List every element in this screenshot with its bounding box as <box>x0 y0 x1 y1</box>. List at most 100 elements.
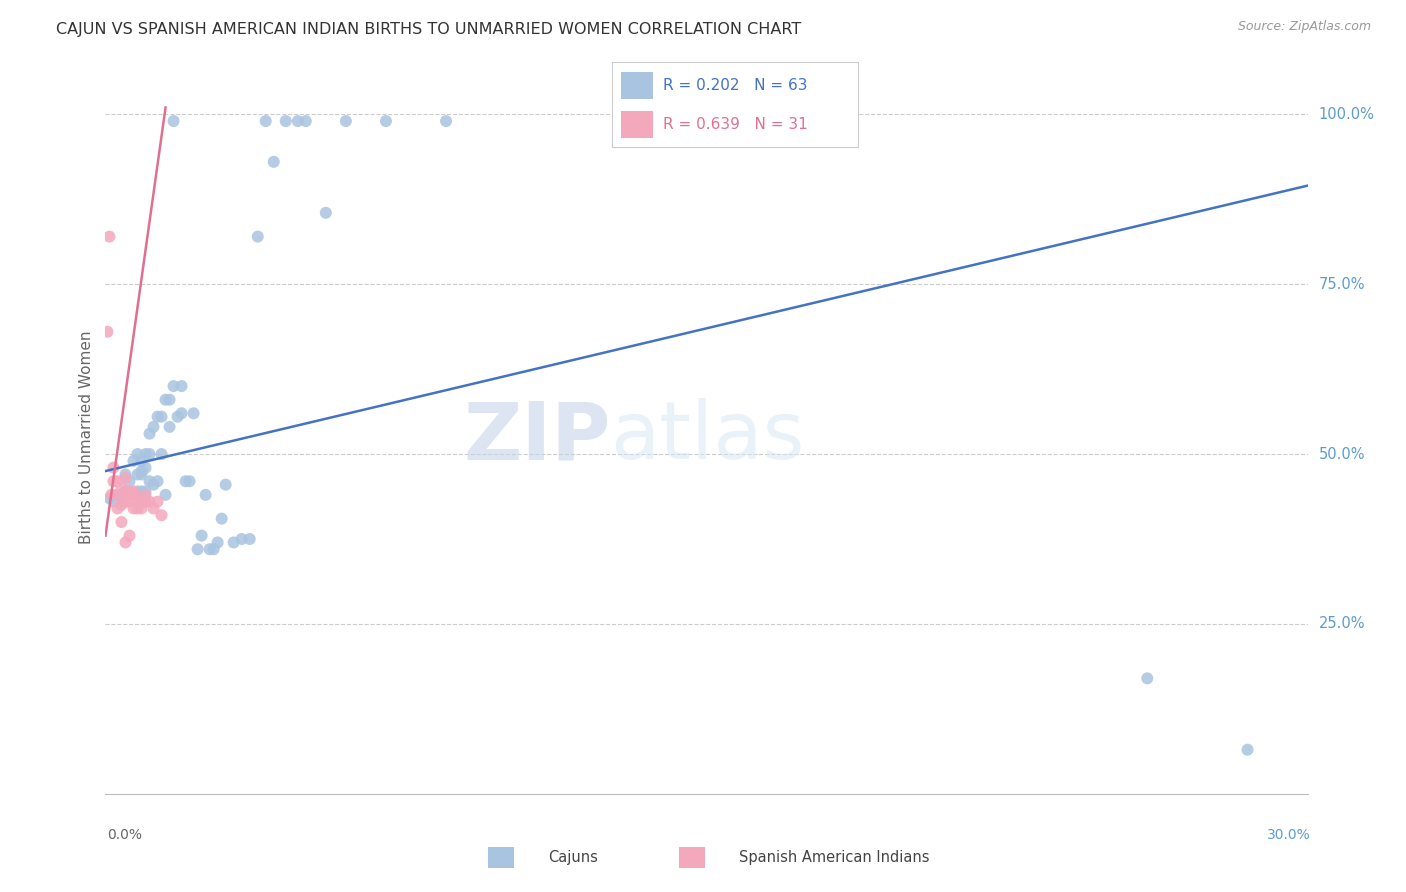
Point <box>254 114 277 128</box>
Point <box>103 460 125 475</box>
Point <box>122 488 145 502</box>
Point <box>135 484 157 499</box>
Point <box>131 494 153 508</box>
Bar <box>679 847 706 868</box>
Point <box>118 475 141 489</box>
Text: 50.0%: 50.0% <box>1319 447 1365 461</box>
Point <box>150 508 173 523</box>
Text: Source: ZipAtlas.com: Source: ZipAtlas.com <box>1237 20 1371 33</box>
Point <box>138 426 160 441</box>
Point <box>107 475 129 489</box>
Point <box>122 501 145 516</box>
Point <box>96 325 118 339</box>
Point <box>142 477 165 491</box>
Point <box>287 114 309 128</box>
Point <box>135 447 157 461</box>
Point <box>127 501 149 516</box>
Point <box>138 494 160 508</box>
Point <box>127 484 149 499</box>
Point <box>263 154 285 169</box>
Point <box>150 447 173 461</box>
Text: 25.0%: 25.0% <box>1319 616 1365 632</box>
Point <box>170 379 193 393</box>
Text: CAJUN VS SPANISH AMERICAN INDIAN BIRTHS TO UNMARRIED WOMEN CORRELATION CHART: CAJUN VS SPANISH AMERICAN INDIAN BIRTHS … <box>56 22 801 37</box>
Point <box>142 501 165 516</box>
Point <box>146 409 169 424</box>
Point <box>110 491 132 506</box>
Point <box>103 494 125 508</box>
Point <box>110 498 132 512</box>
Point <box>239 532 262 546</box>
Text: R = 0.639   N = 31: R = 0.639 N = 31 <box>664 117 808 132</box>
Point <box>155 488 177 502</box>
Point <box>194 488 217 502</box>
Point <box>131 464 153 478</box>
Point <box>114 467 136 482</box>
Point <box>179 475 201 489</box>
Text: 0.0%: 0.0% <box>107 828 142 842</box>
Point <box>110 481 132 495</box>
Point <box>187 542 209 557</box>
Y-axis label: Births to Unmarried Women: Births to Unmarried Women <box>79 330 94 544</box>
Point <box>170 406 193 420</box>
Point <box>114 471 136 485</box>
Point <box>122 454 145 468</box>
Point <box>107 501 129 516</box>
Text: 100.0%: 100.0% <box>1319 107 1375 122</box>
Point <box>231 532 253 546</box>
Text: ZIP: ZIP <box>463 398 610 476</box>
Point <box>114 535 136 549</box>
Point <box>131 454 153 468</box>
Point <box>162 379 184 393</box>
Point <box>174 475 197 489</box>
Point <box>222 535 245 549</box>
Point <box>183 406 205 420</box>
Point <box>146 475 169 489</box>
Point <box>162 114 184 128</box>
Point <box>100 488 122 502</box>
Point <box>114 494 136 508</box>
Point <box>190 528 212 542</box>
Point <box>207 535 229 549</box>
Point <box>135 494 157 508</box>
Point <box>295 114 318 128</box>
Point <box>118 494 141 508</box>
Text: 75.0%: 75.0% <box>1319 277 1365 292</box>
Point <box>211 511 233 525</box>
Point <box>1136 671 1159 685</box>
Text: atlas: atlas <box>610 398 804 476</box>
Point <box>98 491 121 506</box>
Point <box>434 114 457 128</box>
Point <box>127 494 149 508</box>
Point <box>374 114 398 128</box>
Text: Spanish American Indians: Spanish American Indians <box>740 850 929 864</box>
Bar <box>621 111 654 138</box>
Point <box>110 515 132 529</box>
Point <box>1236 742 1258 756</box>
Point <box>114 484 136 499</box>
Point <box>131 467 153 482</box>
Point <box>198 542 221 557</box>
Text: Cajuns: Cajuns <box>548 850 598 864</box>
Point <box>135 488 157 502</box>
Point <box>131 484 153 499</box>
Point <box>166 409 188 424</box>
Point <box>150 409 173 424</box>
Point <box>131 501 153 516</box>
Point <box>159 392 181 407</box>
Point <box>98 229 121 244</box>
Point <box>103 475 125 489</box>
Point <box>135 460 157 475</box>
Point <box>142 420 165 434</box>
Point <box>315 206 337 220</box>
Text: R = 0.202   N = 63: R = 0.202 N = 63 <box>664 78 808 93</box>
Bar <box>621 71 654 99</box>
Point <box>114 484 136 499</box>
Point <box>107 488 129 502</box>
Point <box>138 475 160 489</box>
Point <box>122 488 145 502</box>
Point <box>118 528 141 542</box>
Point <box>122 484 145 499</box>
Point <box>335 114 357 128</box>
Point <box>155 392 177 407</box>
